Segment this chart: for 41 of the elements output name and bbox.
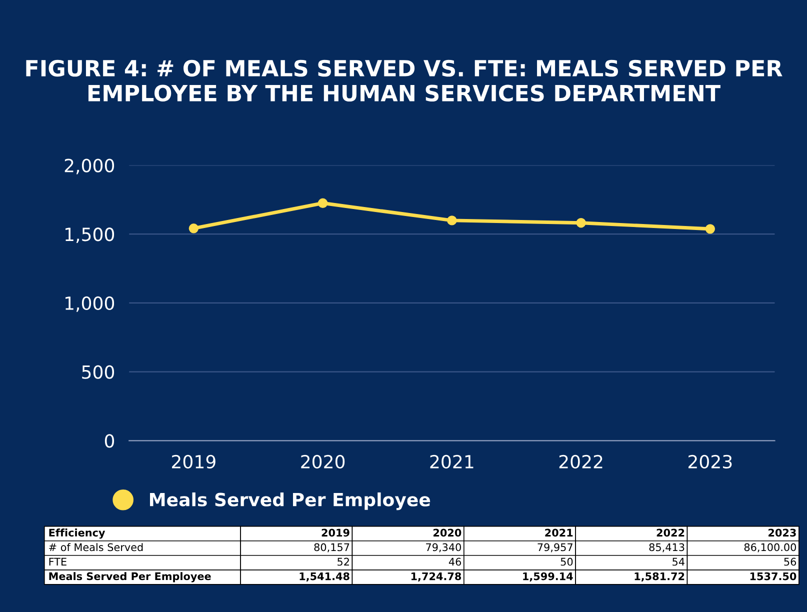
text: 1,581.72 [634,572,684,582]
text: Efficiency [49,528,106,539]
text: 2020 [434,528,462,537]
chart-title: FIGURE 4: # OF MEALS SERVED VS. FTE: MEALS SERVED PER EMPLOYEE BY THE HUMAN SERVICES DEPARTMENT [26,60,782,102]
text: # of Meals Served [49,543,143,552]
y-tick-label: 1,000 [66,296,114,312]
point [447,216,457,226]
x-tick-label: 2021 [430,454,474,469]
y-tick-label: 1,500 [66,228,114,244]
x-tick-label: 2022 [559,454,602,469]
x-tick-label: 2023 [688,454,732,469]
text: 79,957 [538,543,572,552]
text: 50 [560,558,573,566]
y-tick-label: 500 [82,365,114,379]
text: 85,413 [649,543,684,552]
text: 2023 [768,528,796,537]
text: 52 [338,558,349,566]
text: 56 [784,558,796,566]
text: 54 [672,558,684,566]
text: 1,541.48 [300,572,350,582]
text: 1537.50 [750,572,796,580]
point [576,218,586,228]
x-tick-label: 2019 [172,454,216,469]
text: 2021 [545,528,573,537]
text: 2022 [656,528,684,537]
y-tick-label: 0 [104,434,114,448]
text: Meals Served Per Employee [49,572,211,582]
text: 1,724.78 [411,572,462,582]
text: 1,599.14 [523,572,573,582]
point [188,224,199,234]
y-tick-label: 2,000 [64,158,114,174]
x-tick-label: 2020 [301,454,345,469]
point [318,198,328,208]
point [705,224,716,234]
text: 46 [448,558,462,566]
text: 79,340 [426,543,461,552]
legend-label: Meals Served Per Employee [150,492,430,510]
text: FTE [49,558,66,566]
text: 2019 [322,528,350,537]
text: 80,157 [314,543,350,552]
text: 86,100.00 [744,543,796,552]
